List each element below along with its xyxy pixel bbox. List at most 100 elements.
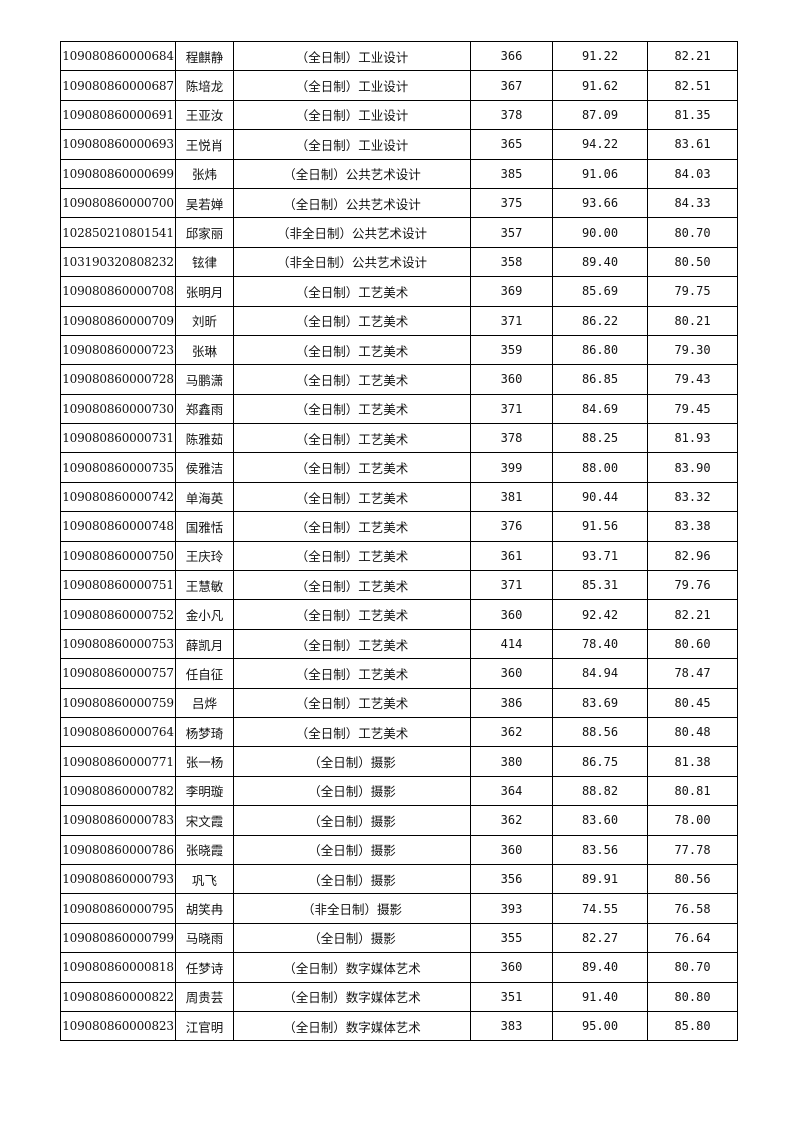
retest-score-cell: 93.71 bbox=[552, 540, 648, 572]
candidate-name-cell: 任梦诗 bbox=[175, 952, 234, 983]
table-row: 109080860000699 张炜 （全日制）公共艺术设计 385 91.06 84.0… bbox=[60, 158, 738, 189]
total-score-cell: 85.80 bbox=[647, 1010, 738, 1042]
retest-score-cell: 85.69 bbox=[552, 276, 648, 307]
retest-score-cell: 93.66 bbox=[552, 187, 648, 219]
initial-score-cell: 360 bbox=[470, 599, 553, 630]
initial-score-cell: 362 bbox=[470, 716, 553, 748]
retest-score-cell: 86.22 bbox=[552, 305, 648, 336]
initial-score-cell: 378 bbox=[470, 423, 553, 454]
candidate-name-cell: 周贵芸 bbox=[175, 981, 234, 1012]
table-row: 109080860000757 任自征 （全日制）工艺美术 360 84.94 78.47 bbox=[60, 658, 738, 689]
table-row: 109080860000752 金小凡 （全日制）工艺美术 360 92.42 82.21 bbox=[60, 599, 738, 630]
total-score-cell: 76.58 bbox=[647, 893, 738, 924]
candidate-name-cell: 张琳 bbox=[175, 334, 234, 366]
table-row: 109080860000728 马鹏潇 （全日制）工艺美术 360 86.85 79.43 bbox=[60, 364, 738, 395]
candidate-name-cell: 张一杨 bbox=[175, 746, 234, 777]
retest-score-cell: 83.60 bbox=[552, 805, 648, 836]
candidate-id-cell: 109080860000700 bbox=[60, 187, 176, 219]
candidate-id-cell: 102850210801541 bbox=[60, 217, 176, 248]
table-row: 109080860000751 王慧敏 （全日制）工艺美术 371 85.31 79.76 bbox=[60, 570, 738, 601]
candidate-name-cell: 马鹏潇 bbox=[175, 364, 234, 395]
total-score-cell: 81.38 bbox=[647, 746, 738, 777]
table-row: 109080860000795 胡笑冉 （非全日制）摄影 393 74.55 76.58 bbox=[60, 893, 738, 924]
retest-score-cell: 94.22 bbox=[552, 129, 648, 160]
candidate-id-cell: 109080860000751 bbox=[60, 570, 176, 601]
candidate-name-cell: 单海英 bbox=[175, 481, 234, 513]
table-row: 109080860000684 程麒静 （全日制）工业设计 366 91.22 82.21 bbox=[60, 40, 738, 72]
total-score-cell: 80.81 bbox=[647, 775, 738, 807]
table-row: 109080860000731 陈雅茹 （全日制）工艺美术 378 88.25 81.93 bbox=[60, 423, 738, 454]
table-row: 109080860000764 杨梦琦 （全日制）工艺美术 362 88.56 80.48 bbox=[60, 716, 738, 748]
initial-score-cell: 399 bbox=[470, 452, 553, 483]
candidate-id-cell: 109080860000709 bbox=[60, 305, 176, 336]
major-cell: （全日制）工艺美术 bbox=[233, 599, 471, 630]
candidate-id-cell: 103190320808232 bbox=[60, 246, 176, 278]
initial-score-cell: 371 bbox=[470, 305, 553, 336]
initial-score-cell: 365 bbox=[470, 129, 553, 160]
total-score-cell: 80.48 bbox=[647, 716, 738, 748]
total-score-cell: 83.38 bbox=[647, 511, 738, 542]
major-cell: （全日制）工艺美术 bbox=[233, 452, 471, 483]
major-cell: （全日制）工艺美术 bbox=[233, 658, 471, 689]
initial-score-cell: 362 bbox=[470, 805, 553, 836]
initial-score-cell: 378 bbox=[470, 99, 553, 131]
initial-score-cell: 371 bbox=[470, 570, 553, 601]
candidate-id-cell: 109080860000799 bbox=[60, 922, 176, 954]
table-row: 109080860000730 郑鑫雨 （全日制）工艺美术 371 84.69 79.45 bbox=[60, 393, 738, 425]
major-cell: （全日制）工业设计 bbox=[233, 70, 471, 101]
major-cell: （全日制）工业设计 bbox=[233, 40, 471, 72]
retest-score-cell: 74.55 bbox=[552, 893, 648, 924]
candidate-name-cell: 铉律 bbox=[175, 246, 234, 278]
major-cell: （全日制）工艺美术 bbox=[233, 540, 471, 572]
initial-score-cell: 367 bbox=[470, 70, 553, 101]
initial-score-cell: 364 bbox=[470, 775, 553, 807]
total-score-cell: 79.43 bbox=[647, 364, 738, 395]
retest-score-cell: 90.44 bbox=[552, 481, 648, 513]
major-cell: （全日制）数字媒体艺术 bbox=[233, 1010, 471, 1042]
total-score-cell: 79.76 bbox=[647, 570, 738, 601]
table-row: 109080860000786 张晓霞 （全日制）摄影 360 83.56 77.78 bbox=[60, 834, 738, 865]
total-score-cell: 83.90 bbox=[647, 452, 738, 483]
major-cell: （全日制）摄影 bbox=[233, 863, 471, 895]
initial-score-cell: 369 bbox=[470, 276, 553, 307]
candidate-id-cell: 109080860000687 bbox=[60, 70, 176, 101]
major-cell: （全日制）数字媒体艺术 bbox=[233, 952, 471, 983]
initial-score-cell: 356 bbox=[470, 863, 553, 895]
candidate-name-cell: 王悦肖 bbox=[175, 129, 234, 160]
retest-score-cell: 85.31 bbox=[552, 570, 648, 601]
candidate-name-cell: 胡笑冉 bbox=[175, 893, 234, 924]
initial-score-cell: 355 bbox=[470, 922, 553, 954]
total-score-cell: 80.50 bbox=[647, 246, 738, 278]
candidate-name-cell: 巩飞 bbox=[175, 863, 234, 895]
table-row: 109080860000700 吴若婵 （全日制）公共艺术设计 375 93.66 84.… bbox=[60, 187, 738, 219]
candidate-name-cell: 程麒静 bbox=[175, 40, 234, 72]
candidate-name-cell: 任自征 bbox=[175, 658, 234, 689]
retest-score-cell: 89.91 bbox=[552, 863, 648, 895]
initial-score-cell: 393 bbox=[470, 893, 553, 924]
candidate-name-cell: 王亚汝 bbox=[175, 99, 234, 131]
major-cell: （全日制）公共艺术设计 bbox=[233, 158, 471, 189]
retest-score-cell: 91.56 bbox=[552, 511, 648, 542]
initial-score-cell: 351 bbox=[470, 981, 553, 1012]
total-score-cell: 79.45 bbox=[647, 393, 738, 425]
candidate-name-cell: 薛凯月 bbox=[175, 628, 234, 660]
major-cell: （全日制）工艺美术 bbox=[233, 481, 471, 513]
major-cell: （全日制）摄影 bbox=[233, 922, 471, 954]
candidate-id-cell: 109080860000786 bbox=[60, 834, 176, 865]
candidate-name-cell: 王庆玲 bbox=[175, 540, 234, 572]
candidate-name-cell: 郑鑫雨 bbox=[175, 393, 234, 425]
table-row: 102850210801541 邱家丽 （非全日制）公共艺术设计 357 90.00 80… bbox=[60, 217, 738, 248]
candidate-id-cell: 109080860000757 bbox=[60, 658, 176, 689]
candidate-name-cell: 王慧敏 bbox=[175, 570, 234, 601]
initial-score-cell: 381 bbox=[470, 481, 553, 513]
initial-score-cell: 383 bbox=[470, 1010, 553, 1042]
initial-score-cell: 385 bbox=[470, 158, 553, 189]
initial-score-cell: 386 bbox=[470, 687, 553, 718]
total-score-cell: 84.03 bbox=[647, 158, 738, 189]
table-row: 109080860000782 李明璇 （全日制）摄影 364 88.82 80.81 bbox=[60, 775, 738, 807]
total-score-cell: 80.45 bbox=[647, 687, 738, 718]
total-score-cell: 84.33 bbox=[647, 187, 738, 219]
table-row: 109080860000709 刘昕 （全日制）工艺美术 371 86.22 80.21 bbox=[60, 305, 738, 336]
total-score-cell: 80.60 bbox=[647, 628, 738, 660]
candidate-name-cell: 张晓霞 bbox=[175, 834, 234, 865]
